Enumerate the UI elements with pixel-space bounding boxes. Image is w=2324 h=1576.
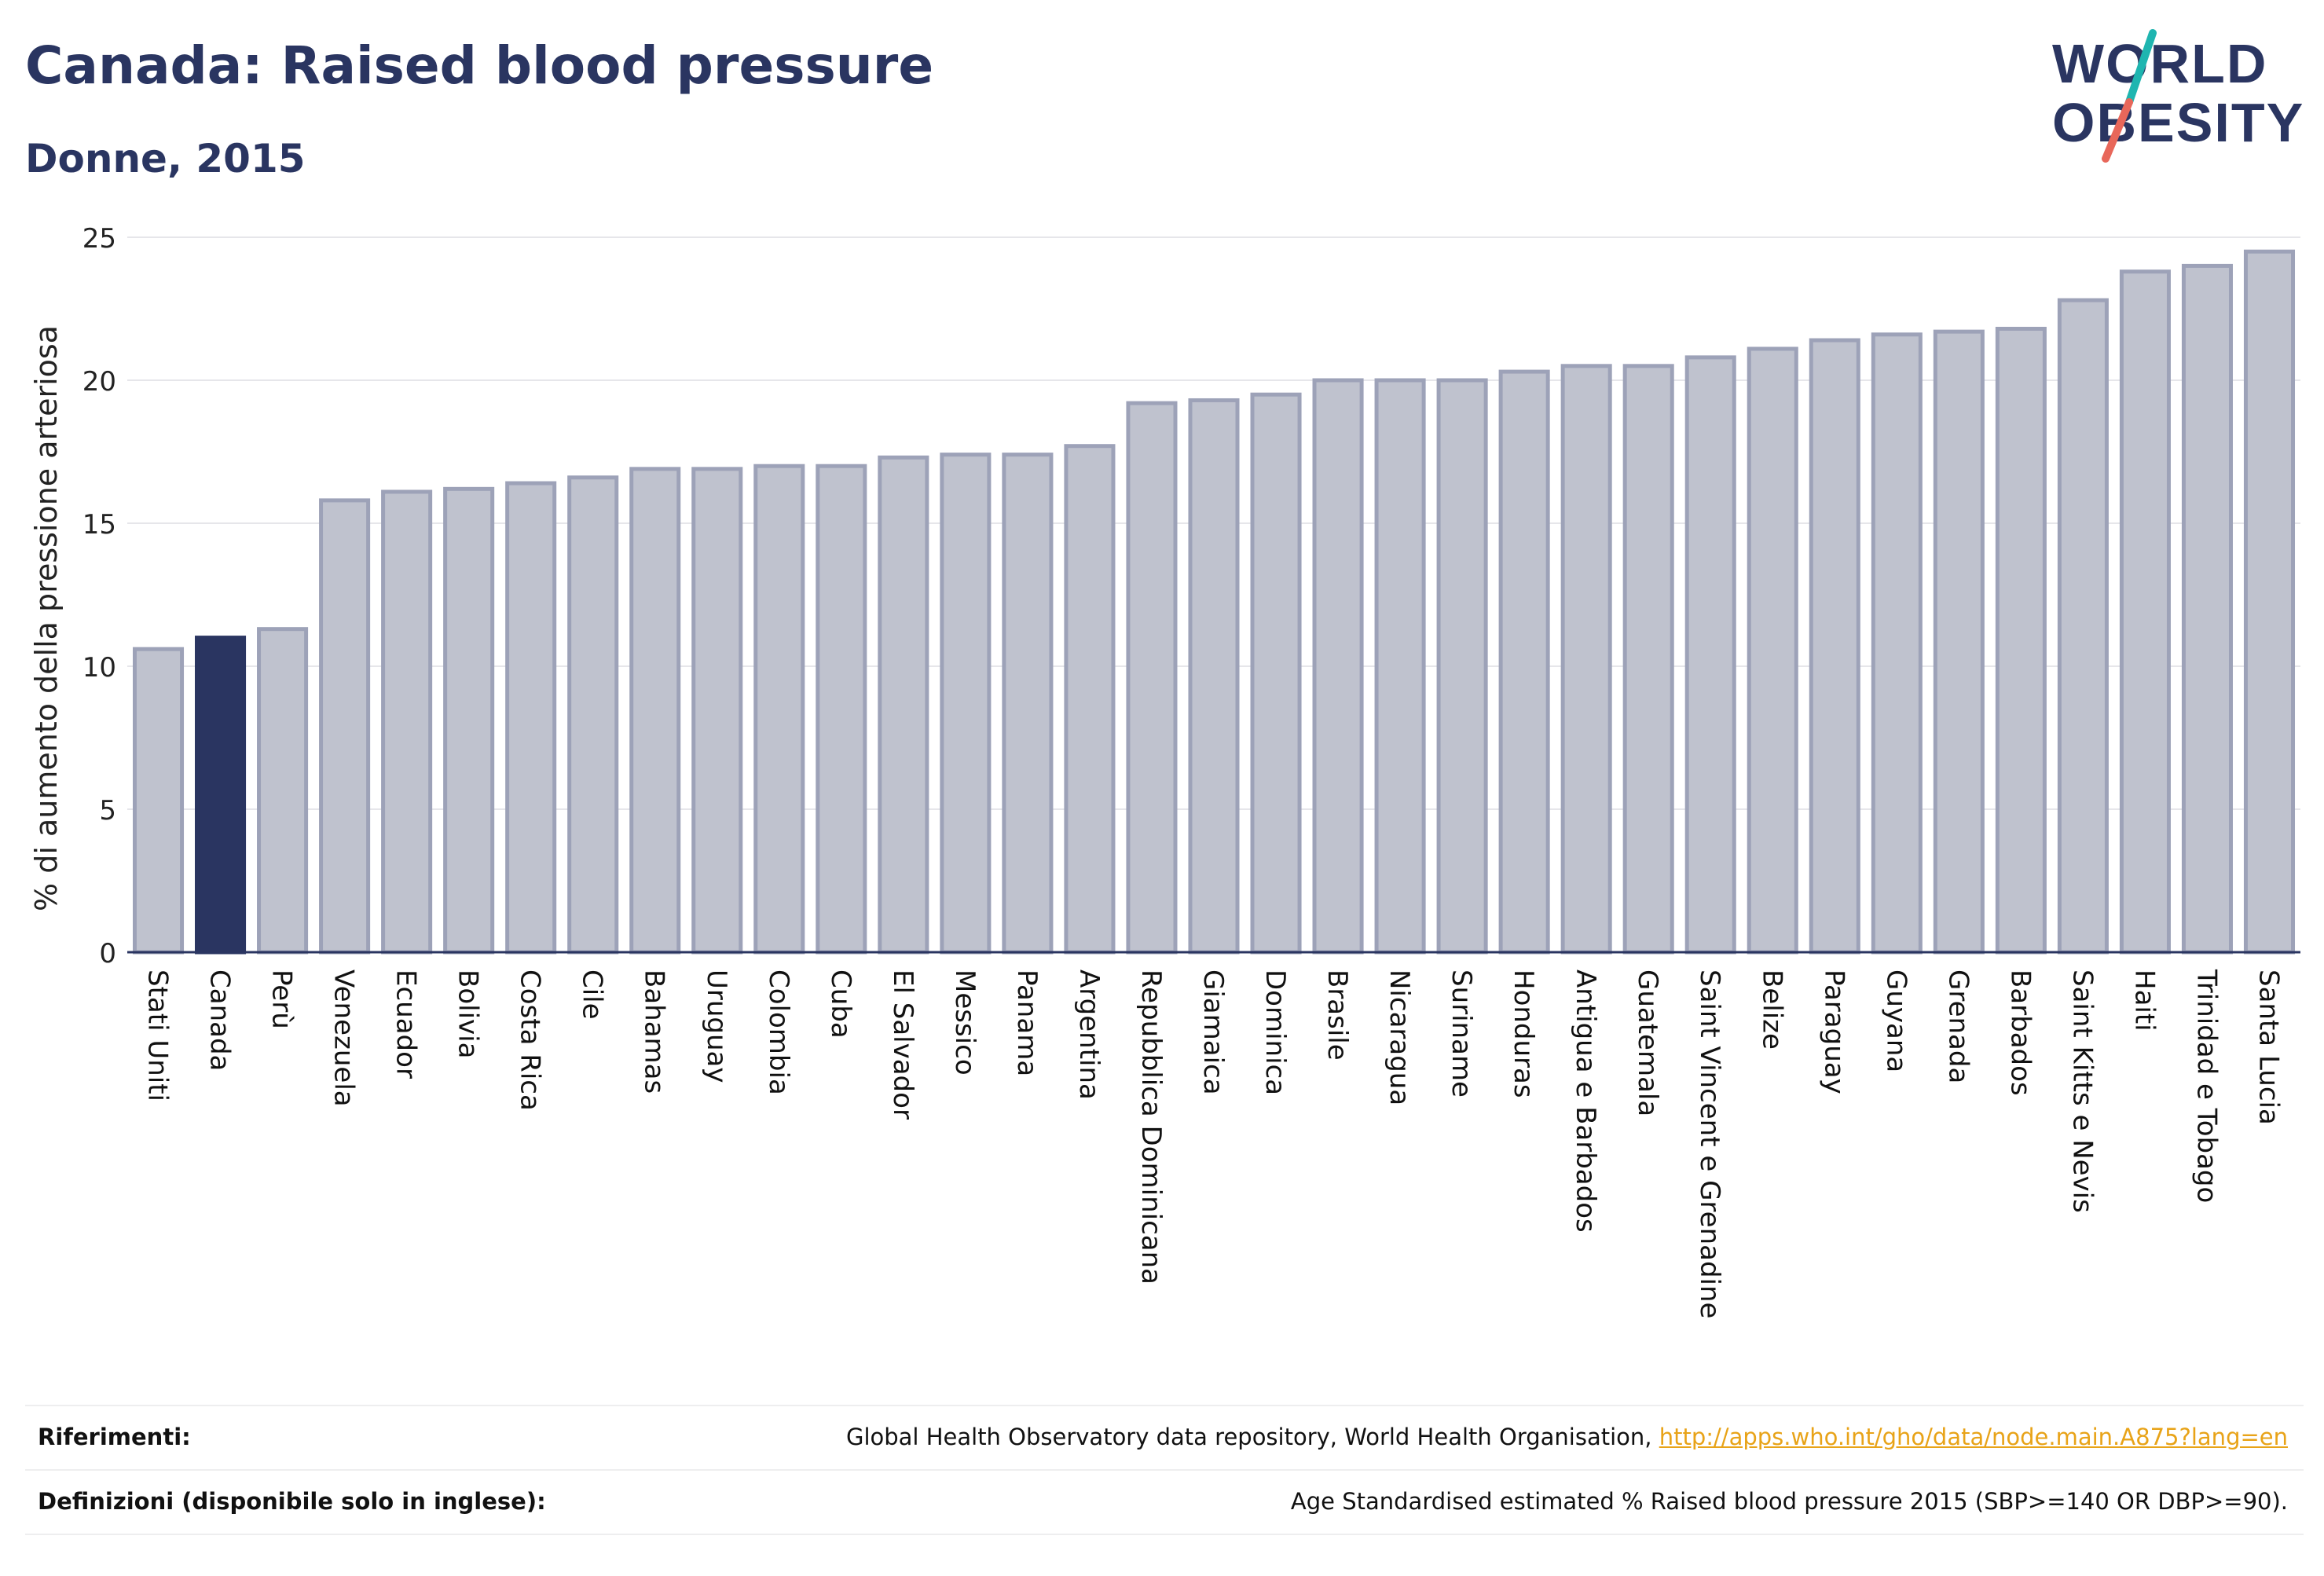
footer-divider-top: [25, 1405, 2304, 1406]
bar-highlighted: [195, 636, 247, 955]
x-tick-label: El Salvador: [887, 969, 918, 1120]
bar: [2057, 298, 2109, 955]
bar: [443, 486, 495, 955]
x-tick-label: Giamaica: [1197, 969, 1229, 1095]
x-tick-label: Ecuador: [390, 969, 422, 1079]
y-tick-label: 10: [82, 652, 116, 684]
references-label: Riferimenti:: [38, 1424, 191, 1450]
logo-slash-bottom: [2102, 98, 2133, 163]
x-tick-label: Santa Lucia: [2253, 969, 2284, 1125]
x-tick-label: Brasile: [1321, 969, 1353, 1061]
bar: [1747, 346, 1798, 955]
x-tick-label: Cuba: [825, 969, 856, 1039]
x-tick-label: Panama: [1011, 969, 1043, 1076]
bar: [1684, 355, 1736, 955]
bar: [1064, 444, 1116, 955]
x-tick-label: Messico: [949, 969, 981, 1076]
chart-title: Canada: Raised blood pressure: [25, 35, 934, 96]
references-link[interactable]: http://apps.who.int/gho/data/node.main.A…: [1659, 1424, 2288, 1450]
bar: [1933, 329, 1985, 955]
x-tick-label: Antigua e Barbados: [1570, 969, 1601, 1233]
x-tick-label: Paraguay: [1818, 969, 1849, 1094]
footer-divider-middle: [25, 1469, 2304, 1471]
x-tick-label: Barbados: [2004, 969, 2036, 1096]
x-tick-label: Haiti: [2128, 969, 2160, 1032]
bar: [505, 481, 557, 955]
bar: [2119, 269, 2171, 955]
x-tick-label: Perù: [266, 969, 298, 1029]
x-tick-label: Grenada: [1942, 969, 1974, 1083]
y-tick-label: 25: [82, 223, 116, 255]
bar: [567, 475, 619, 955]
bar: [816, 464, 867, 955]
x-tick-label: Guyana: [1880, 969, 1912, 1072]
x-tick-label: Nicaragua: [1384, 969, 1415, 1105]
logo-line1: WORLD: [2052, 33, 2267, 94]
bar: [1809, 338, 1860, 955]
bar: [1995, 326, 2047, 955]
bar: [1374, 378, 1426, 955]
y-tick-label: 15: [82, 509, 116, 541]
x-tick-label: Saint Kitts e Nevis: [2066, 969, 2098, 1213]
y-axis-title: % di aumento della pressione arteriosa: [29, 325, 64, 911]
bar: [1250, 392, 1302, 955]
bar: [1498, 369, 1550, 955]
x-tick-label: Argentina: [1073, 969, 1105, 1100]
bar: [2243, 249, 2296, 955]
x-tick-label: Cile: [577, 969, 608, 1020]
bar: [940, 453, 992, 955]
footer-references-row: Riferimenti: Global Health Observatory d…: [25, 1424, 2304, 1458]
bar: [1871, 332, 1923, 955]
bar: [753, 464, 805, 955]
world-obesity-logo: WORLD OBESITY: [2052, 29, 2304, 163]
x-tick-label: Bolivia: [453, 969, 484, 1058]
x-tick-label: Venezuela: [328, 969, 360, 1107]
x-tick-label: Honduras: [1508, 969, 1539, 1098]
bar: [1622, 364, 1674, 955]
definitions-label: Definizioni (disponibile solo in inglese…: [38, 1488, 546, 1515]
x-tick-label: Uruguay: [701, 969, 732, 1083]
chart-subtitle: Donne, 2015: [25, 136, 306, 181]
x-tick-label: Guatemala: [1632, 969, 1663, 1116]
x-tick-label: Colombia: [763, 969, 794, 1095]
bar: [691, 467, 743, 955]
bar: [1312, 378, 1364, 955]
logo-slash-top: [2125, 29, 2157, 106]
x-tick-label: Repubblica Dominicana: [1135, 969, 1167, 1285]
bar: [1436, 378, 1488, 955]
x-tick-label: Trinidad e Tobago: [2190, 969, 2222, 1203]
x-tick-label: Saint Vincent e Grenadine: [1694, 969, 1725, 1318]
bar: [1560, 364, 1612, 955]
logo-line2: OBESITY: [2052, 92, 2304, 153]
footer-divider-bottom: [25, 1534, 2304, 1535]
footer-definitions-row: Definizioni (disponibile solo in inglese…: [25, 1488, 2304, 1523]
x-tick-label: Bahamas: [639, 969, 670, 1094]
bar: [319, 498, 371, 955]
bar: [2181, 263, 2233, 955]
bar: [257, 627, 309, 955]
bar: [1188, 398, 1240, 955]
references-text: Global Health Observatory data repositor…: [845, 1424, 1659, 1450]
bar: [629, 467, 681, 955]
x-tick-label: Canada: [204, 969, 236, 1071]
x-tick-label: Dominica: [1259, 969, 1291, 1095]
y-tick-label: 0: [99, 938, 116, 969]
bar: [878, 455, 929, 955]
bar: [1126, 401, 1178, 955]
bar: [1002, 453, 1054, 955]
definitions-value: Age Standardised estimated % Raised bloo…: [1290, 1488, 2288, 1515]
references-value: Global Health Observatory data repositor…: [846, 1424, 2288, 1450]
x-tick-label: Stati Uniti: [142, 969, 174, 1101]
x-tick-label: Belize: [1756, 969, 1787, 1050]
bar-chart: 0 5 10 15 20 25 % di aumento della pressione a…: [29, 223, 2300, 1318]
x-tick-label: Suriname: [1446, 969, 1477, 1098]
bar: [132, 647, 185, 955]
y-tick-label: 20: [82, 366, 116, 398]
x-tick-label: Costa Rica: [515, 969, 546, 1111]
y-tick-label: 5: [99, 795, 116, 826]
bar: [381, 489, 433, 955]
